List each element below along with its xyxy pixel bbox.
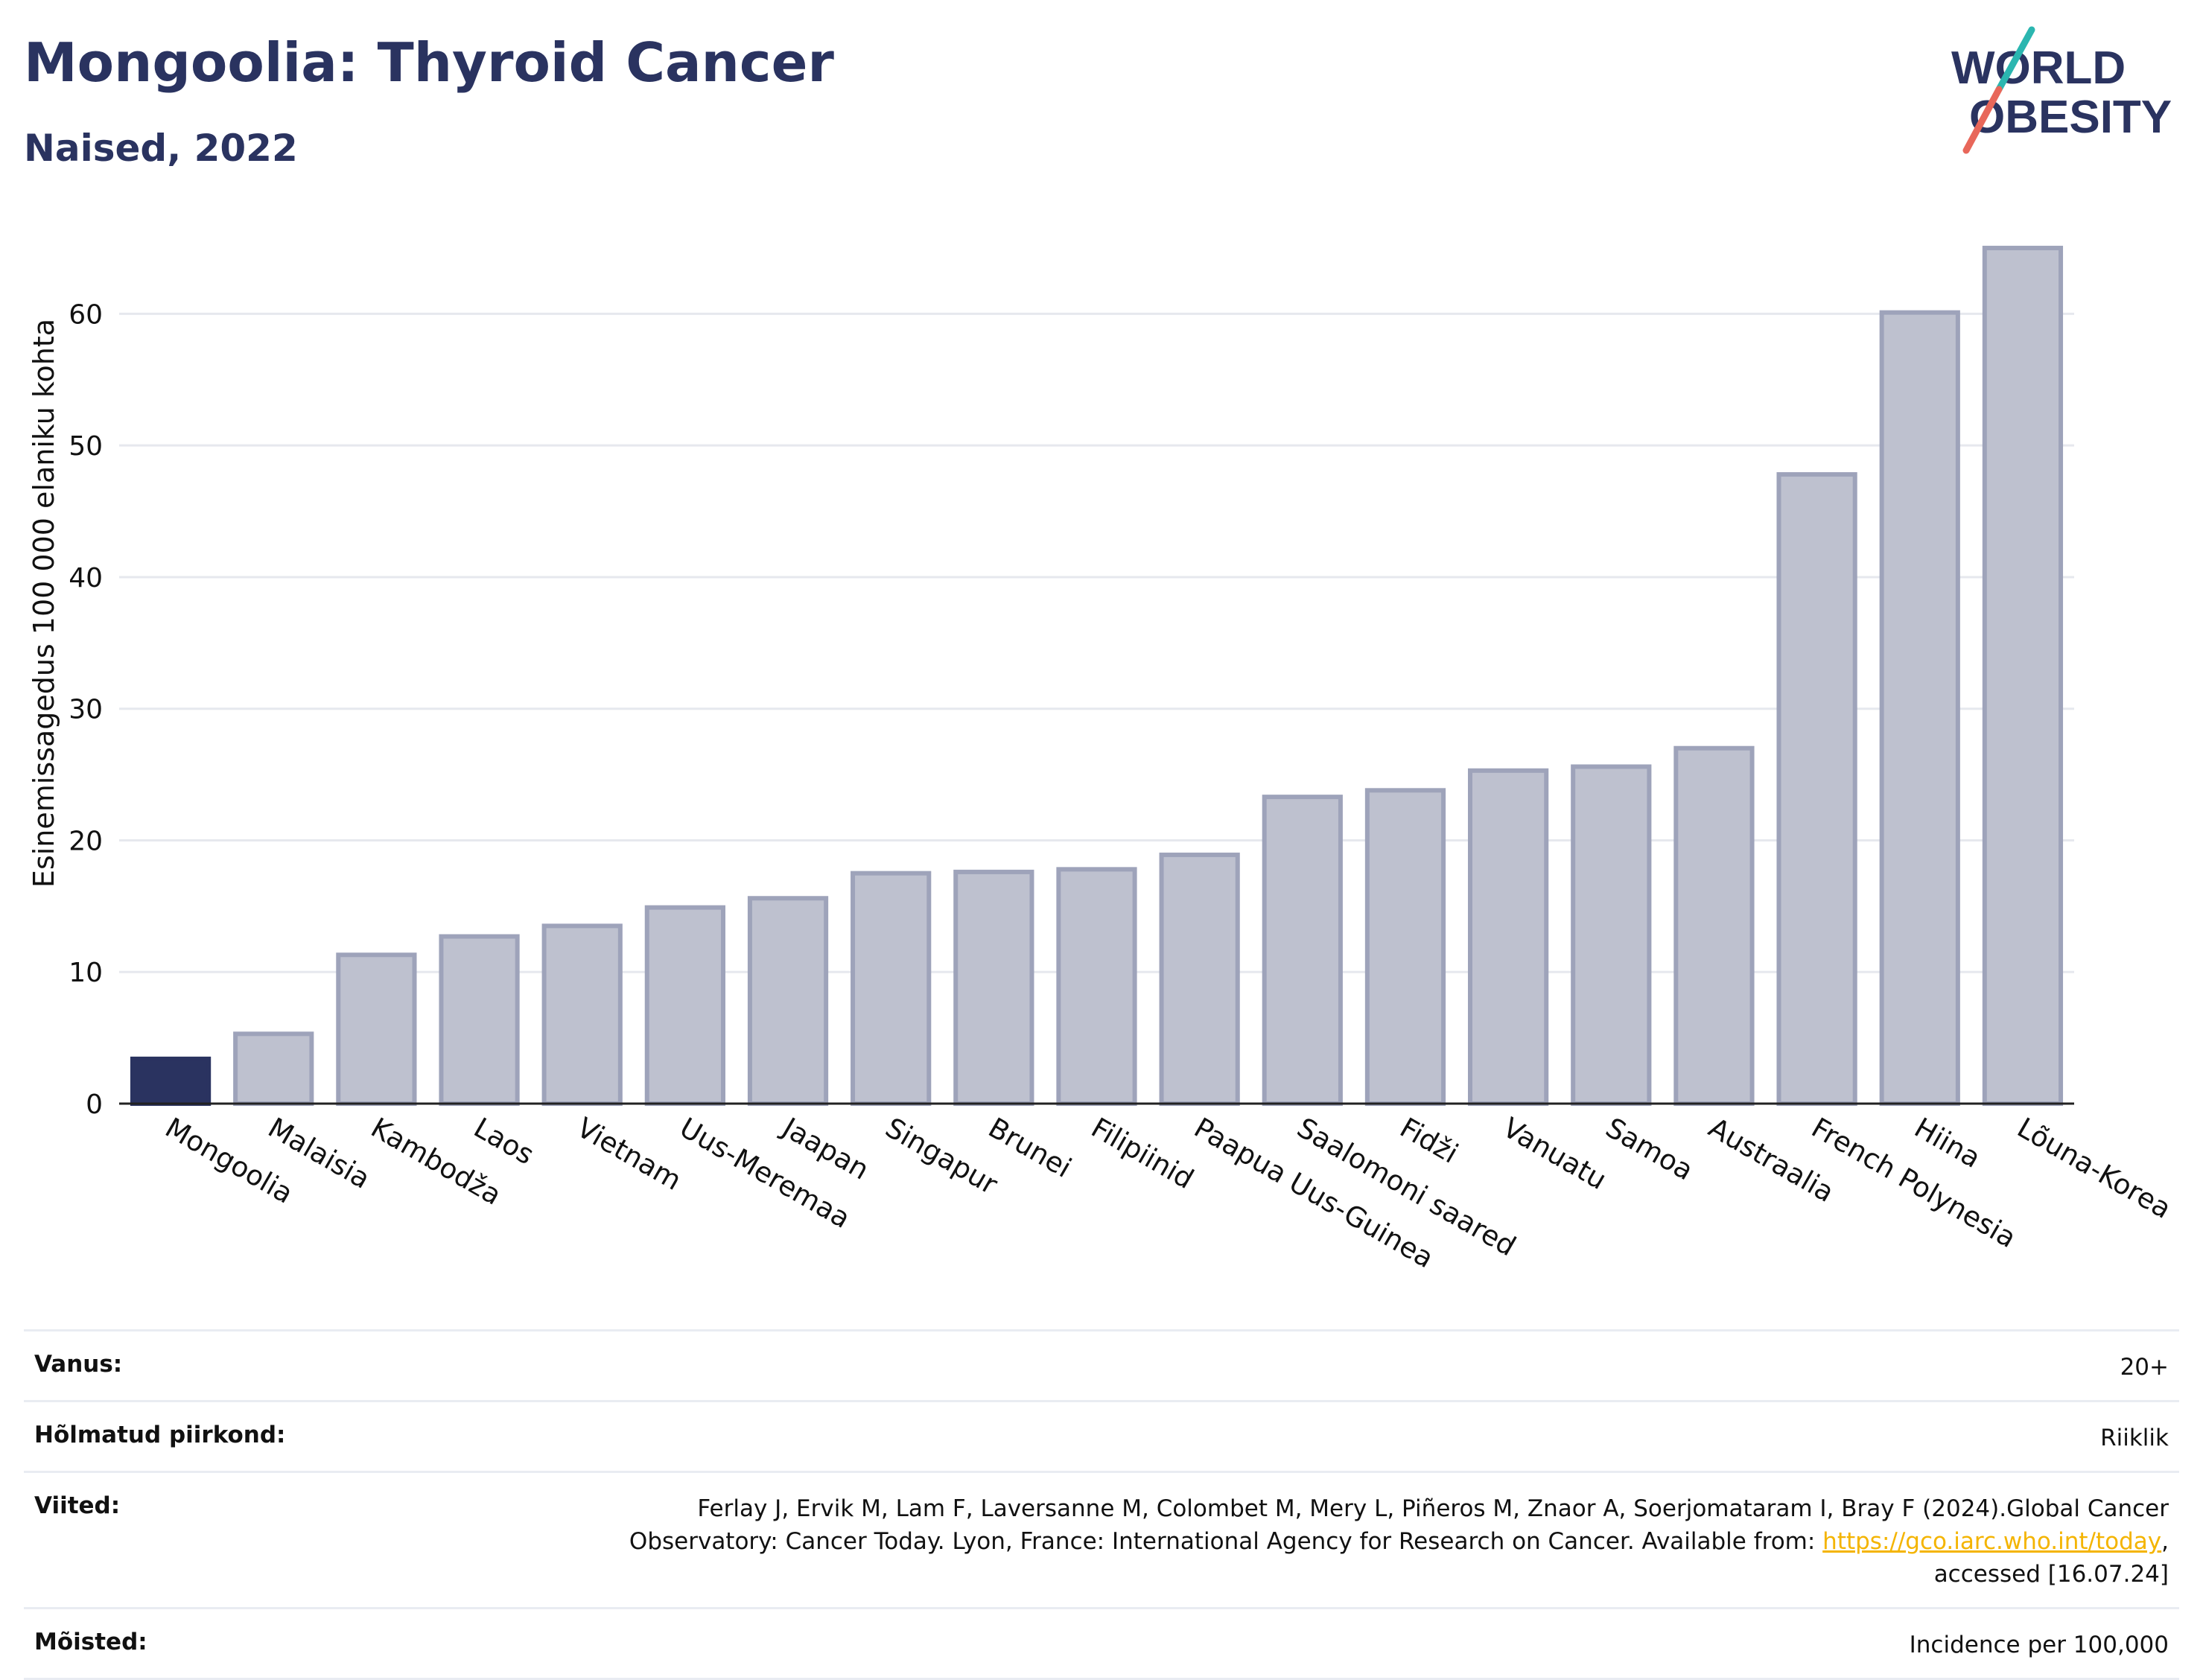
page-subtitle: Naised, 2022 [24,127,298,170]
meta-label: Mõisted: [34,1629,147,1655]
meta-value: Riiklik [2100,1425,2169,1451]
bar-chart: 0102030405060MongooliaMalaisiaKambodžaLa… [28,246,2176,1274]
reference-link[interactable]: https://gco.iarc.who.int/today [1822,1528,2162,1555]
meta-label: Viited: [34,1492,121,1519]
logo-line2: OBESITY [1969,92,2172,143]
bar-vanuatu [1468,768,1549,1106]
bar-lõuna-korea [1982,246,2064,1106]
meta-label: Vanus: [34,1351,123,1378]
bar-austraalia [1673,745,1755,1106]
bar-french-polynesia [1776,472,1857,1106]
bar-laos [439,934,520,1107]
y-tick-label: 20 [69,826,103,856]
bar-vietnam [541,923,623,1107]
meta-row-age: Vanus: 20+ [24,1329,2179,1400]
bar-uus-meremaa [644,905,725,1107]
y-tick-label: 50 [69,431,103,462]
y-tick-label: 0 [86,1089,103,1120]
bar-saalomoni-saared [1262,795,1343,1106]
metadata-table: Vanus: 20+ Hõlmatud piirkond: Riiklik Vi… [24,1329,2179,1680]
x-tick-label: Filipiinid [1086,1112,1199,1196]
bars [130,246,2064,1107]
meta-row-definitions: Mõisted: Incidence per 100,000 [24,1607,2179,1680]
meta-row-references: Viited: Ferlay J, Ervik M, Lam F, Lavers… [24,1471,2179,1607]
bar-singapur [851,871,932,1106]
bar-mongoolia [130,1056,212,1107]
logo-slash-bottom [1962,86,2003,154]
x-tick-label: Hiina [1909,1112,1986,1174]
meta-value: Incidence per 100,000 [1909,1632,2169,1658]
logo-graphic: WORLD OBESITY [1951,26,2172,154]
x-tick-label: Lõuna-Korea [2012,1112,2176,1225]
x-tick-label: Laos [468,1112,539,1171]
y-tick-label: 10 [69,958,103,988]
bar-kambodža [336,952,417,1106]
logo-slash-top [1995,26,2035,93]
x-tick-label: Uus-Meremaa [674,1112,856,1235]
bar-brunei [953,869,1034,1106]
meta-row-region: Hõlmatud piirkond: Riiklik [24,1400,2179,1471]
bar-samoa [1571,764,1652,1106]
bar-malaisia [233,1031,314,1106]
bar-jaapan [747,896,829,1106]
reference-accessed: , accessed [16.07.24] [1933,1528,2169,1588]
x-tick-label: Samoa [1600,1112,1699,1187]
bar-fidži [1364,788,1446,1106]
y-tick-label: 60 [69,299,103,330]
y-tick-label: 40 [69,563,103,594]
x-tick-label: Fidži [1394,1112,1463,1170]
x-tick-label: Vietnam [571,1112,687,1197]
meta-label: Hõlmatud piirkond: [34,1422,286,1448]
bar-paapua-uus-guinea [1159,852,1240,1107]
page-title: Mongoolia: Thyroid Cancer [24,31,834,94]
logo-line1: WORLD [1951,42,2126,94]
reference-text: Ferlay J, Ervik M, Lam F, Laversanne M, … [629,1495,2169,1555]
x-tick-label: Singapur [880,1112,1004,1201]
meta-value-references: Ferlay J, Ervik M, Lam F, Laversanne M, … [568,1492,2169,1591]
x-tick-label: Vanuatu [1498,1112,1612,1197]
world-obesity-logo: WORLD OBESITY [1936,22,2190,156]
bar-filipiinid [1056,867,1137,1106]
y-tick-label: 30 [69,695,103,725]
bar-hiina [1879,310,1960,1106]
meta-value: 20+ [2120,1354,2169,1381]
y-axis-label: Esinemissagedus 100 000 elaniku kohta [28,319,60,888]
